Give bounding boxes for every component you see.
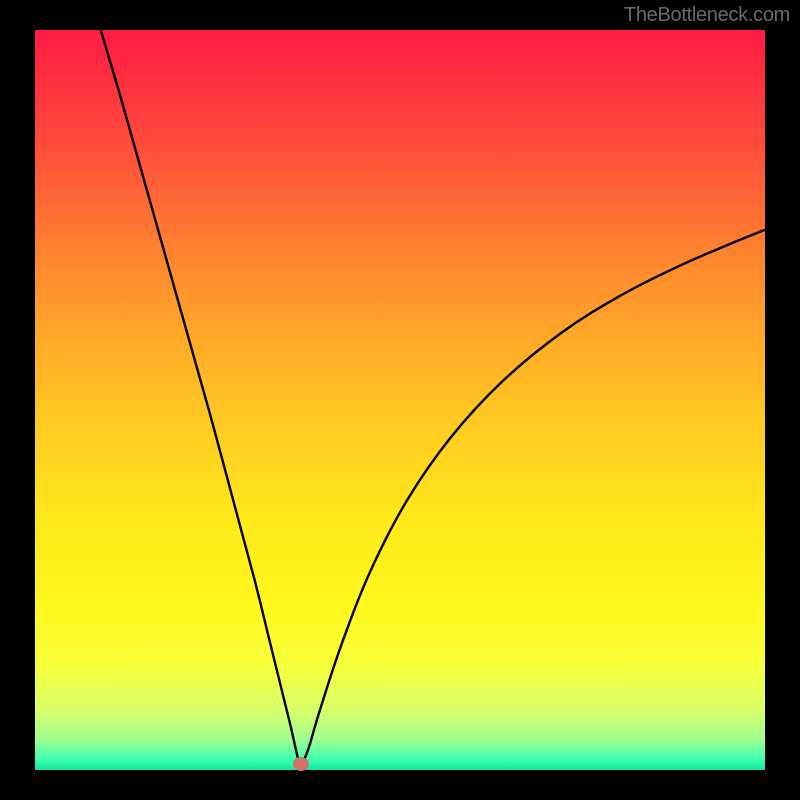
watermark-text: TheBottleneck.com — [624, 4, 790, 27]
curve-right-branch — [302, 230, 765, 764]
bottleneck-curve — [35, 30, 765, 770]
optimal-point-marker — [293, 757, 309, 771]
plot-area — [35, 30, 765, 770]
curve-left-branch — [101, 30, 300, 764]
